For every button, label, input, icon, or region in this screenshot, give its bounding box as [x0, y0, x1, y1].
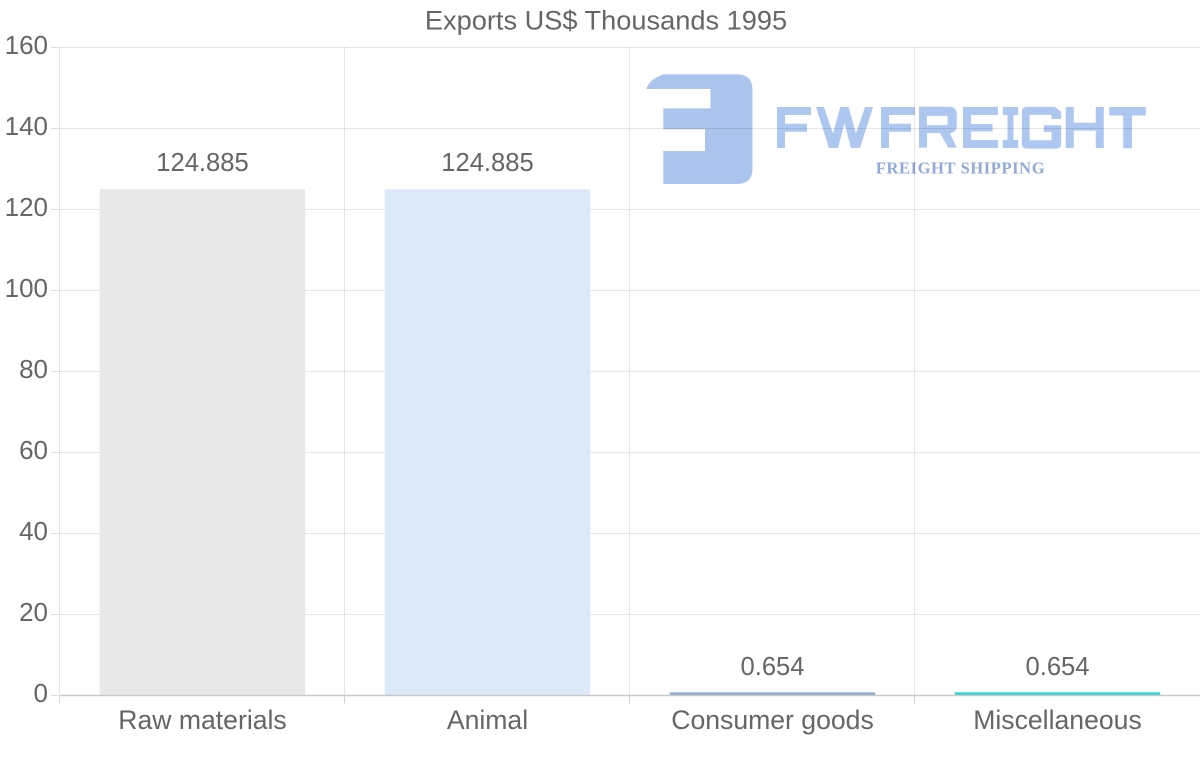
svg-text:124.885: 124.885: [441, 149, 534, 177]
svg-text:Consumer goods: Consumer goods: [671, 705, 874, 735]
svg-text:80: 80: [19, 354, 48, 384]
svg-text:Raw materials: Raw materials: [118, 705, 286, 735]
svg-text:Animal: Animal: [447, 705, 528, 735]
svg-text:40: 40: [19, 516, 48, 546]
svg-text:124.885: 124.885: [156, 149, 249, 177]
svg-text:Exports US$ Thousands 1995: Exports US$ Thousands 1995: [425, 5, 787, 36]
svg-text:Miscellaneous: Miscellaneous: [973, 705, 1142, 735]
svg-text:0: 0: [34, 678, 48, 708]
svg-text:20: 20: [19, 597, 48, 627]
svg-text:60: 60: [19, 435, 48, 465]
svg-text:0.654: 0.654: [1025, 653, 1089, 681]
svg-text:120: 120: [5, 192, 48, 222]
svg-text:140: 140: [5, 111, 48, 141]
svg-text:100: 100: [5, 273, 48, 303]
svg-text:160: 160: [5, 30, 48, 60]
svg-text:FREIGHT SHIPPING: FREIGHT SHIPPING: [876, 158, 1045, 177]
svg-text:0.654: 0.654: [740, 653, 804, 681]
